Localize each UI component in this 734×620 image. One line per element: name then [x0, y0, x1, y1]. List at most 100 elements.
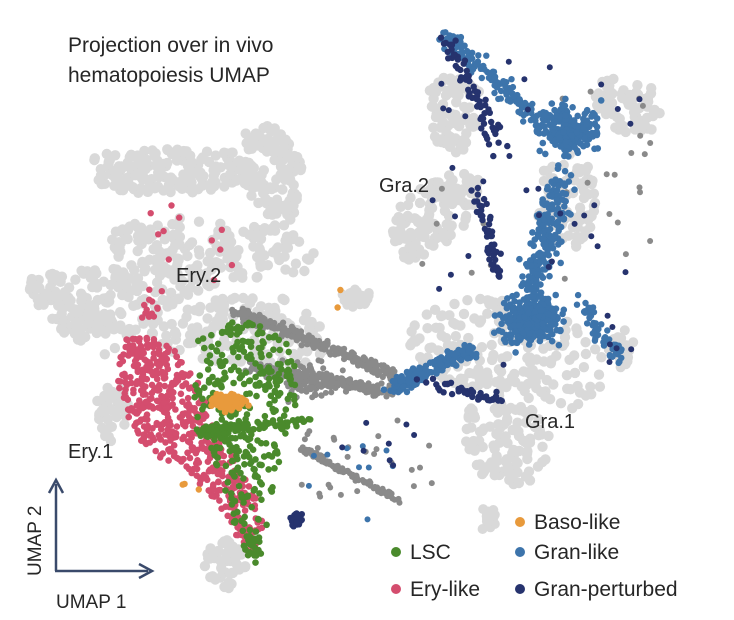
cell-point-4777 [600, 339, 607, 346]
cell-point-2778 [161, 382, 169, 390]
cell-point-4791 [305, 482, 312, 489]
background-cell-469 [259, 223, 270, 234]
cell-point-3231 [199, 395, 206, 403]
cell-point-1952 [335, 350, 342, 357]
cell-point-4207 [546, 272, 553, 280]
background-cell-436 [201, 268, 212, 279]
cell-point-3037 [246, 390, 253, 397]
background-cell-164 [158, 185, 169, 196]
background-cell-784 [464, 176, 475, 187]
cell-point-4685 [500, 78, 507, 85]
background-cell-1387 [100, 430, 111, 442]
background-cell-528 [214, 258, 225, 269]
cell-point-3536 [208, 397, 215, 404]
cell-point-3414 [193, 426, 200, 433]
background-cell-532 [110, 226, 122, 237]
background-cell-1365 [119, 419, 130, 430]
cell-point-3542 [232, 400, 239, 407]
cell-point-2232 [391, 496, 398, 503]
cell-point-4770 [618, 354, 625, 362]
cell-point-2413 [628, 150, 635, 156]
cell-point-2584 [198, 439, 205, 447]
background-cell-1575 [218, 308, 229, 319]
cell-point-1901 [298, 342, 305, 349]
cell-point-2882 [122, 343, 129, 351]
cell-point-2388 [301, 436, 308, 443]
cell-point-3117 [211, 436, 218, 444]
cell-point-4308 [542, 244, 549, 251]
background-cell-276 [254, 171, 265, 182]
background-cell-520 [205, 247, 216, 259]
background-cell-139 [112, 165, 124, 177]
background-cell-799 [405, 192, 416, 203]
cell-point-2877 [130, 362, 138, 370]
background-cell-987 [558, 159, 569, 171]
background-cell-1186 [409, 320, 420, 331]
cell-point-2355 [320, 365, 327, 372]
background-cell-879 [437, 117, 449, 128]
cell-point-2884 [144, 422, 152, 430]
background-cell-1191 [432, 345, 444, 356]
background-cell-526 [108, 324, 120, 335]
cell-point-3546 [223, 399, 230, 406]
background-cell-1330 [478, 423, 490, 434]
cell-point-2826 [165, 430, 173, 437]
cell-point-4950 [461, 389, 468, 396]
cell-point-2361 [308, 384, 315, 391]
cell-point-2874 [167, 437, 174, 444]
cell-point-2908 [185, 400, 192, 408]
background-cell-629 [94, 316, 105, 327]
background-cell-142 [96, 178, 107, 190]
background-cell-226 [295, 164, 306, 176]
cell-point-2758 [117, 378, 124, 385]
cell-point-3182 [228, 495, 235, 502]
cell-point-2833 [195, 459, 203, 466]
cell-point-4991 [462, 113, 469, 120]
background-cell-1385 [102, 414, 113, 425]
background-cell-129 [198, 171, 209, 182]
cell-point-3134 [263, 521, 270, 529]
cell-point-2378 [344, 453, 351, 460]
cell-point-3020 [252, 559, 259, 566]
cell-point-4719 [442, 29, 449, 36]
cell-point-4858 [485, 141, 493, 148]
cell-point-3987 [503, 304, 511, 312]
cell-point-1947 [240, 313, 247, 320]
background-cell-876 [435, 134, 447, 145]
cell-point-4541 [597, 97, 605, 104]
cell-point-2838 [150, 336, 158, 343]
projected-cells [115, 29, 654, 566]
cell-point-2401 [622, 251, 629, 258]
cell-point-3031 [199, 406, 206, 413]
background-cell-1235 [524, 352, 536, 363]
background-cell-400 [130, 324, 141, 335]
background-cell-1164 [551, 350, 562, 361]
cell-point-3550 [334, 304, 341, 311]
cell-point-2329 [316, 383, 323, 390]
background-cell-1442 [205, 302, 216, 313]
cell-point-3065 [256, 490, 263, 497]
background-cell-1116 [429, 304, 441, 315]
cell-point-2530 [165, 457, 172, 464]
background-cell-343 [99, 349, 111, 360]
cell-point-4697 [491, 74, 499, 82]
background-cell-496 [154, 270, 166, 281]
background-cell-172 [203, 180, 215, 191]
background-cell-549 [145, 224, 156, 235]
cell-point-4212 [507, 335, 514, 342]
background-cell-529 [132, 230, 144, 242]
background-cell-657 [83, 312, 95, 323]
background-cell-789 [447, 190, 458, 201]
cell-point-1951 [354, 356, 361, 363]
cell-point-4731 [604, 327, 611, 334]
background-cell-287 [278, 136, 290, 147]
cell-point-3195 [284, 395, 292, 403]
cell-point-2333 [300, 371, 307, 378]
background-cell-174 [178, 169, 189, 180]
cell-point-4766 [581, 309, 589, 316]
background-cell-770 [387, 226, 399, 237]
cell-point-2894 [170, 452, 178, 460]
background-cell-1378 [96, 406, 107, 417]
cell-point-2881 [187, 370, 194, 377]
cell-point-3289 [248, 503, 255, 511]
